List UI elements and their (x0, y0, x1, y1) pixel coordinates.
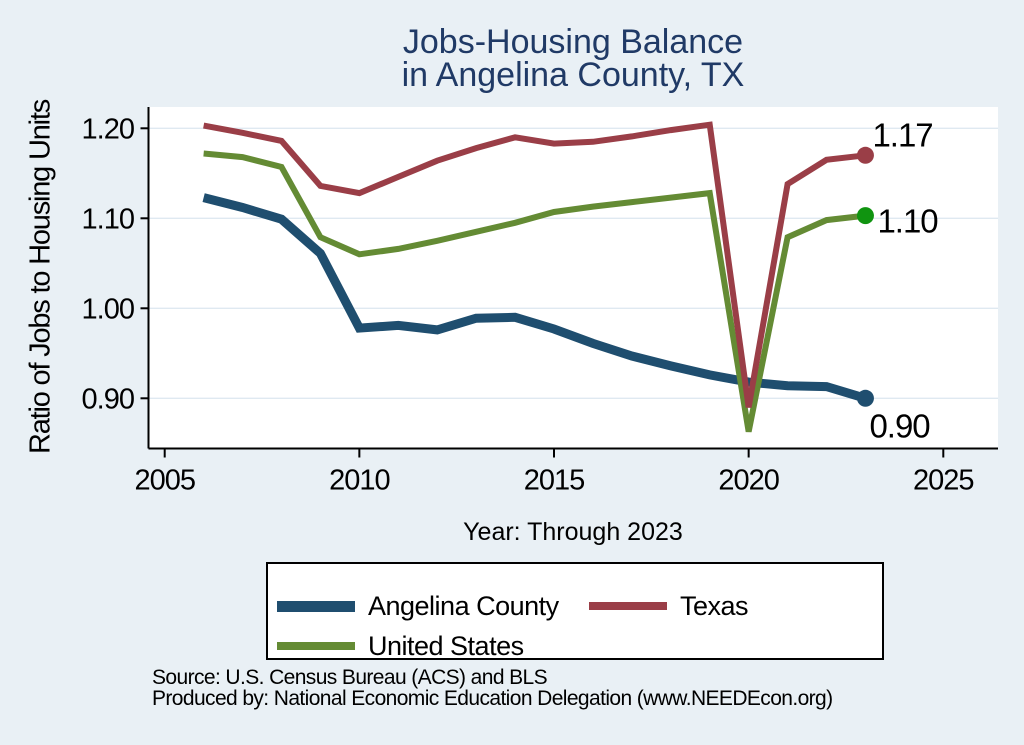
chart-title-line-2: in Angelina County, TX (401, 56, 745, 94)
united-states-end-marker (856, 207, 874, 225)
chart-title: Jobs-Housing Balance in Angelina County,… (148, 23, 998, 94)
legend-item-angelina-county: Angelina County (277, 590, 559, 621)
x-axis-caption: Year: Through 2023 (463, 518, 683, 546)
legend-item-united-states: United States (277, 630, 524, 661)
source-note: Source: U.S. Census Bureau (ACS) and BLS (152, 666, 548, 689)
x-tick-label-2005: 2005 (134, 465, 195, 497)
y-tick-label-0.90: 0.90 (82, 383, 134, 415)
legend-label-texas: Texas (680, 590, 749, 621)
x-tick-label-2025: 2025 (913, 465, 974, 497)
legend-label-angelina-county: Angelina County (368, 590, 559, 621)
x-tick-label-2010: 2010 (329, 465, 390, 497)
y-axis-title: Ratio of Jobs to Housing Units (24, 99, 57, 455)
legend: Angelina County Texas United States (266, 562, 884, 661)
texas-line-swatch (589, 602, 667, 610)
chart-title-line-1: Jobs-Housing Balance (402, 23, 744, 61)
angelina-county-end-value-label: 0.90 (869, 407, 930, 444)
y-tick-label-1.10: 1.10 (82, 203, 134, 235)
united-states-line (203, 150, 866, 433)
angelina-county-line-swatch (277, 600, 355, 612)
y-tick-label-1.00: 1.00 (82, 293, 134, 325)
angelina-county-end-marker (856, 389, 874, 407)
produced-by-note: Produced by: National Economic Education… (152, 687, 833, 710)
united-states-line-swatch (277, 642, 355, 650)
texas-end-value-label: 1.17 (872, 116, 932, 153)
x-tick-label-2015: 2015 (524, 465, 585, 497)
footer-notes: Source: U.S. Census Bureau (ACS) and BLS… (152, 667, 833, 709)
united-states-end-value-label: 1.10 (877, 203, 938, 240)
legend-label-united-states: United States (368, 630, 524, 661)
x-tick-label-2020: 2020 (718, 465, 779, 497)
legend-item-texas: Texas (589, 590, 749, 621)
texas-end-marker (856, 146, 874, 164)
y-tick-label-1.20: 1.20 (82, 113, 134, 145)
texas-line (203, 121, 866, 408)
